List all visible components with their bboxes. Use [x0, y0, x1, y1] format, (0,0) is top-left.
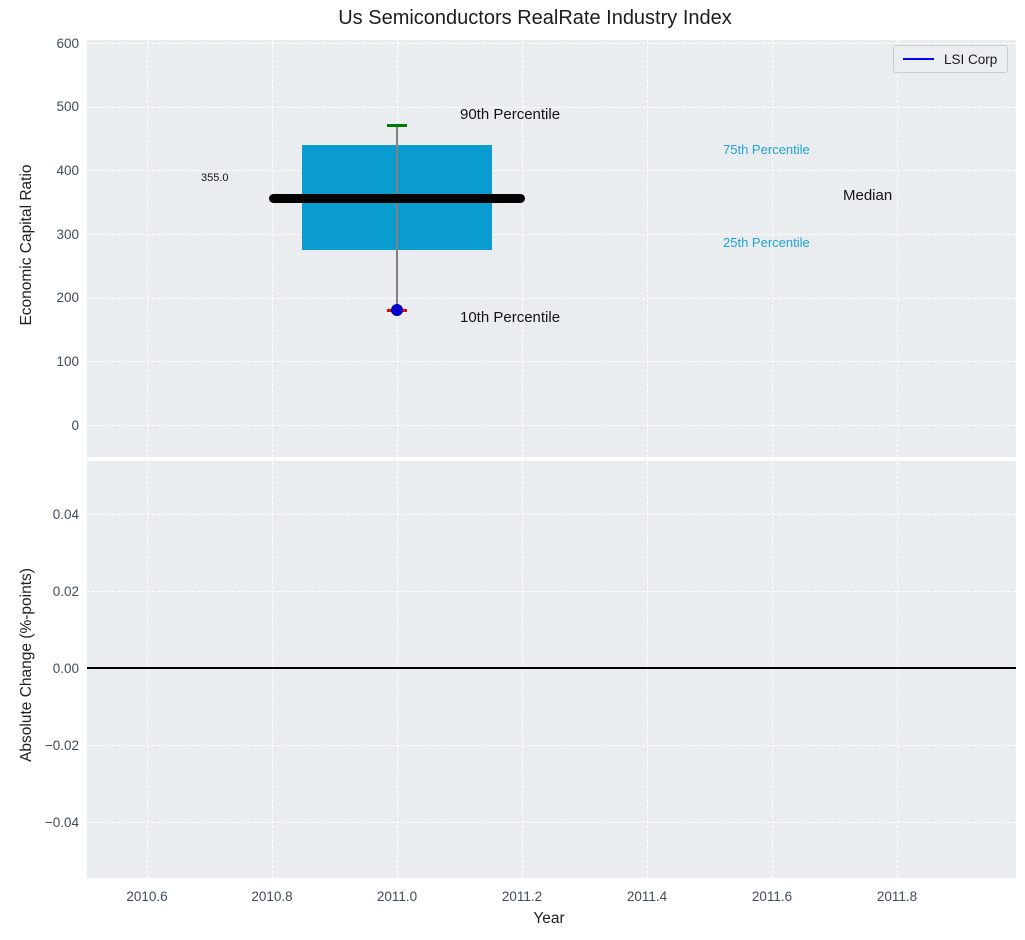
- y-tick-label: 0: [71, 417, 79, 433]
- horizontal-gridline: [87, 514, 1016, 515]
- vertical-gridline: [772, 40, 773, 457]
- vertical-gridline: [897, 40, 898, 457]
- vertical-gridline: [397, 461, 398, 878]
- annotation-median: Median: [843, 187, 893, 204]
- horizontal-gridline: [87, 106, 1016, 108]
- horizontal-gridline: [87, 822, 1016, 823]
- y-tick-label: 100: [56, 353, 79, 369]
- horizontal-gridline: [87, 425, 1016, 426]
- vertical-gridline: [897, 461, 898, 878]
- vertical-gridline: [522, 461, 523, 878]
- vertical-gridline: [772, 461, 773, 878]
- y-tick-label: 500: [56, 99, 79, 115]
- y-tick-label: 400: [56, 162, 79, 178]
- chart-title: Us Semiconductors RealRate Industry Inde…: [338, 7, 732, 29]
- y-tick-label: −0.02: [44, 737, 79, 753]
- p90-cap: [387, 124, 407, 128]
- x-tick-label: 2010.6: [126, 889, 168, 904]
- annotation-90th-percentile: 90th Percentile: [460, 106, 561, 123]
- vertical-gridline: [147, 40, 148, 457]
- y-tick-label: 600: [56, 35, 79, 51]
- annotation-75th-percentile: 75th Percentile: [723, 142, 810, 157]
- horizontal-gridline: [87, 297, 1016, 299]
- y-tick-label: 0.00: [52, 660, 79, 676]
- x-tick-label: 2011.0: [376, 889, 418, 904]
- vertical-gridline: [647, 40, 648, 457]
- legend-line-icon: [903, 58, 934, 60]
- top-subplot: 90th Percentile 75th Percentile Median 2…: [87, 40, 1016, 457]
- whisker-line: [396, 125, 398, 311]
- x-axis-label: Year: [533, 910, 565, 927]
- x-tick-label: 2010.8: [251, 889, 293, 904]
- vertical-gridline: [647, 461, 648, 878]
- vertical-gridline: [522, 40, 523, 457]
- y-tick-label: 0.04: [52, 506, 79, 522]
- y-tick-label: 0.02: [52, 583, 79, 599]
- annotation-median-value: 355.0: [201, 172, 229, 184]
- y-tick-label: 200: [56, 290, 79, 306]
- median-line: [268, 194, 526, 204]
- y-tick-label: −0.04: [44, 814, 79, 830]
- vertical-gridline: [147, 461, 148, 878]
- legend-label: LSI Corp: [944, 51, 998, 67]
- vertical-gridline: [272, 461, 273, 878]
- bottom-subplot: [87, 461, 1016, 878]
- company-point: [391, 304, 403, 317]
- horizontal-gridline: [87, 361, 1016, 363]
- annotation-25th-percentile: 25th Percentile: [723, 235, 810, 250]
- horizontal-gridline: [87, 43, 1016, 44]
- x-tick-label: 2011.4: [626, 889, 668, 904]
- horizontal-gridline: [87, 170, 1016, 172]
- horizontal-gridline: [87, 591, 1016, 592]
- annotation-10th-percentile: 10th Percentile: [460, 309, 561, 326]
- vertical-gridline: [272, 40, 273, 457]
- y-tick-label: 300: [56, 226, 79, 242]
- legend: LSI Corp: [893, 45, 1008, 73]
- x-tick-label: 2011.8: [876, 889, 918, 904]
- horizontal-gridline: [87, 234, 1016, 235]
- zero-line: [87, 667, 1016, 669]
- x-tick-label: 2011.2: [501, 889, 543, 904]
- horizontal-gridline: [87, 745, 1016, 746]
- x-tick-label: 2011.6: [751, 889, 793, 904]
